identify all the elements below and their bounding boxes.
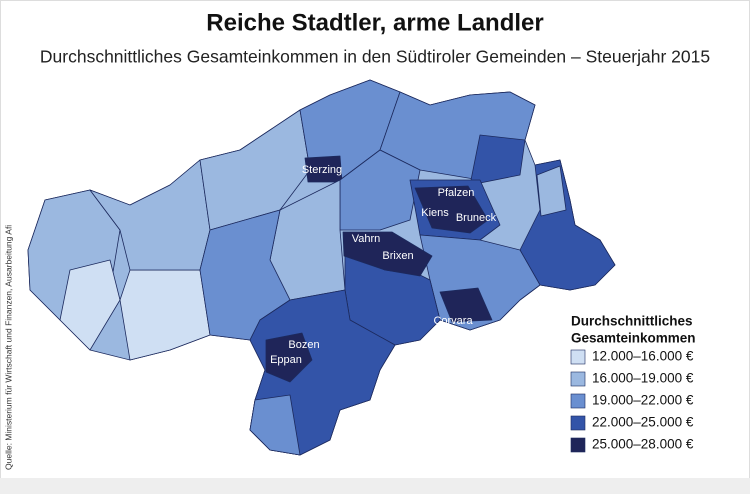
place-label: Eppan (270, 354, 302, 366)
legend-swatch (570, 371, 586, 387)
region (342, 231, 433, 277)
subtitle: Durchschnittliches Gesamteinkommen in de… (40, 47, 710, 67)
region (536, 165, 567, 217)
source: Quelle: Ministerium für Wirtschaft und F… (3, 225, 13, 470)
region (439, 287, 493, 323)
legend-label: 25.000–28.000 € (592, 437, 694, 452)
legend-swatch (570, 349, 586, 365)
legend: 12.000–16.000 € 16.000–19.000 € 19.000–22.… (570, 349, 694, 453)
region (249, 394, 301, 456)
legend-label: 22.000–25.000 € (592, 415, 694, 430)
region (469, 134, 526, 186)
region (414, 185, 489, 234)
legend-swatch (570, 415, 586, 431)
place-label: Sterzing (302, 164, 342, 176)
place-label: Pfalzen (438, 187, 475, 199)
place-label: Vahrn (352, 233, 381, 245)
legend-label: 19.000–22.000 € (592, 393, 694, 408)
place-label: Bozen (288, 339, 319, 351)
legend-label: 12.000–16.000 € (592, 349, 694, 364)
region (59, 259, 121, 351)
legend-label: 16.000–19.000 € (592, 371, 694, 386)
place-label: Brixen (382, 250, 413, 262)
footer-band (0, 478, 750, 494)
place-label: Kiens (421, 207, 449, 219)
legend-swatch (570, 393, 586, 409)
place-label: Bruneck (456, 212, 497, 224)
legend-title: Gesamteinkommen (571, 331, 696, 346)
map (27, 79, 616, 456)
place-label: Corvara (433, 315, 473, 327)
legend-swatch (570, 437, 586, 453)
region (265, 332, 313, 383)
legend-title: Durchschnittliches (571, 314, 693, 329)
title: Reiche Stadtler, arme Landler (206, 9, 543, 36)
